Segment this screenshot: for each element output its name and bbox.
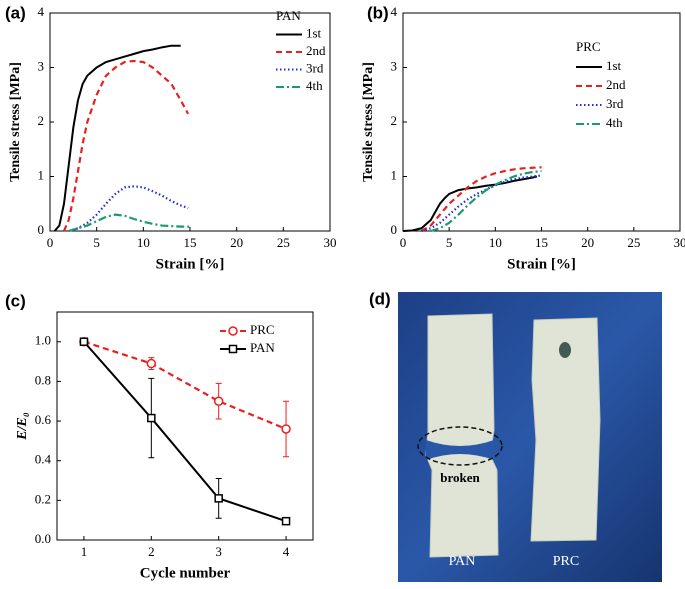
y-tick-label: 3	[38, 58, 45, 73]
x-axis-title: Strain [%]	[507, 256, 576, 272]
legend-label: 2nd	[606, 77, 626, 92]
marker	[215, 397, 223, 405]
y-tick-label: 2	[391, 113, 398, 128]
panel-label: (a)	[5, 3, 26, 22]
legend-label: PRC	[250, 322, 275, 337]
x-tick-label: 15	[535, 235, 548, 250]
y-tick-label: 4	[38, 4, 45, 19]
y-tick-label: 0	[38, 222, 45, 237]
x-tick-label: 20	[581, 235, 594, 250]
data-line	[84, 342, 286, 521]
marker	[80, 338, 87, 345]
marker	[282, 425, 290, 433]
marker	[215, 495, 222, 502]
panel-label: (d)	[369, 289, 391, 308]
x-tick-label: 10	[137, 235, 150, 250]
x-tick-label: 10	[489, 235, 502, 250]
x-tick-label: 30	[674, 235, 685, 250]
legend-label: 1st	[606, 58, 622, 73]
y-axis-title: Tensile stress [MPa]	[361, 62, 376, 182]
legend-label: PAN	[250, 340, 275, 355]
data-line	[69, 186, 188, 231]
x-tick-label: 25	[277, 235, 290, 250]
x-tick-label: 1	[81, 544, 88, 559]
photo: broken PAN PRC (d)	[369, 289, 662, 582]
legend-title: PAN	[276, 8, 301, 23]
marker	[148, 415, 155, 422]
stain	[559, 342, 571, 358]
legend-label: 4th	[606, 115, 623, 130]
x-axis-title: Cycle number	[140, 565, 231, 581]
y-tick-label: 1	[38, 167, 45, 182]
data-line	[55, 46, 181, 231]
y-tick-label: 1.0	[35, 333, 51, 348]
y-tick-label: 0.0	[35, 531, 51, 546]
plot-frame	[50, 13, 330, 231]
y-tick-label: 0	[391, 222, 398, 237]
y-tick-label: 0.2	[35, 491, 51, 506]
legend-label: 3rd	[306, 60, 324, 75]
x-tick-label: 30	[324, 235, 337, 250]
legend-title: PRC	[576, 39, 601, 54]
marker	[147, 360, 155, 368]
y-tick-label: 0.8	[35, 372, 51, 387]
legend-label: 2nd	[306, 43, 326, 58]
legend-label: 3rd	[606, 96, 624, 111]
x-tick-label: 0	[47, 235, 54, 250]
y-axis-title: Tensile stress [MPa]	[8, 62, 23, 182]
y-axis-title: E/E₀	[15, 412, 30, 441]
x-tick-label: 15	[184, 235, 197, 250]
y-tick-label: 4	[391, 4, 398, 19]
legend-label: 4th	[306, 78, 323, 93]
data-line	[431, 171, 542, 231]
y-tick-label: 1	[391, 167, 398, 182]
panel-label: (c)	[5, 291, 26, 310]
pan-strip	[426, 314, 498, 557]
y-tick-label: 2	[38, 113, 45, 128]
legend-marker	[229, 327, 237, 335]
y-tick-label: 3	[391, 58, 398, 73]
annotation: broken	[440, 470, 480, 485]
y-tick-label: 0.4	[35, 452, 52, 467]
x-tick-label: 5	[93, 235, 100, 250]
x-tick-label: 5	[446, 235, 453, 250]
x-tick-label: 0	[400, 235, 407, 250]
y-tick-label: 0.6	[35, 412, 52, 427]
sample-label: PRC	[553, 554, 579, 569]
sample-label: PAN	[449, 554, 476, 569]
x-tick-label: 2	[148, 544, 155, 559]
x-tick-label: 4	[283, 544, 290, 559]
x-tick-label: 3	[215, 544, 222, 559]
legend-label: 1st	[306, 25, 322, 40]
panel-label: (b)	[367, 3, 389, 22]
x-tick-label: 25	[627, 235, 640, 250]
legend-marker	[230, 346, 237, 353]
marker	[283, 518, 290, 525]
x-axis-title: Strain [%]	[156, 256, 225, 272]
x-tick-label: 20	[230, 235, 243, 250]
